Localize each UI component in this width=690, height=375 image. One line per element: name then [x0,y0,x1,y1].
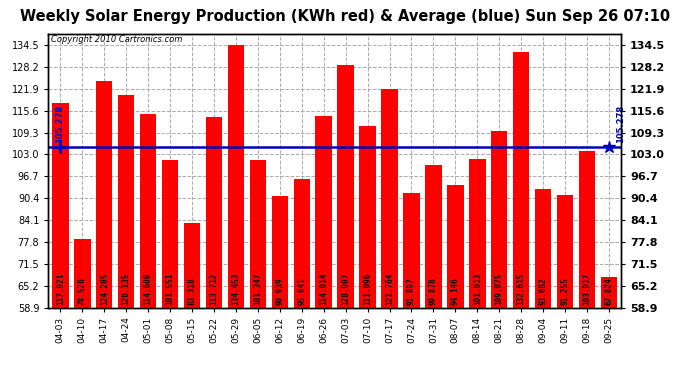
Text: 114.600: 114.600 [144,272,152,305]
Text: 95.841: 95.841 [297,277,306,305]
Text: 94.146: 94.146 [451,277,460,305]
Text: 101.613: 101.613 [473,272,482,305]
Text: 93.082: 93.082 [539,277,548,305]
Text: 124.205: 124.205 [100,272,109,305]
Bar [96,81,112,308]
Text: 83.318: 83.318 [188,277,197,305]
Bar [315,116,332,308]
Text: 120.135: 120.135 [121,272,130,305]
Bar [382,89,397,308]
Bar [337,64,354,308]
Text: Weekly Solar Energy Production (KWh red) & Average (blue) Sun Sep 26 07:10: Weekly Solar Energy Production (KWh red)… [20,9,670,24]
Text: 132.615: 132.615 [517,272,526,305]
Bar [491,130,507,308]
Bar [447,185,464,308]
Text: 78.526: 78.526 [78,277,87,305]
Text: 111.096: 111.096 [363,272,372,305]
Text: 90.939: 90.939 [275,277,284,305]
Bar [293,179,310,308]
Bar [52,103,68,308]
Text: 101.551: 101.551 [166,272,175,305]
Text: 113.712: 113.712 [210,272,219,305]
Bar [74,239,90,308]
Text: 103.917: 103.917 [582,272,591,305]
Bar [403,193,420,308]
Text: 67.824: 67.824 [604,277,613,305]
Text: 99.876: 99.876 [429,277,438,305]
Bar [140,114,157,308]
Bar [557,195,573,308]
Text: 109.875: 109.875 [495,272,504,305]
Bar [469,159,486,308]
Text: 128.907: 128.907 [341,272,350,305]
Bar [184,223,200,308]
Text: 117.921: 117.921 [56,272,65,305]
Bar [535,189,551,308]
Bar [359,126,376,308]
Text: 91.255: 91.255 [560,277,569,305]
Text: Copyright 2010 Cartronics.com: Copyright 2010 Cartronics.com [51,35,183,44]
Text: 121.764: 121.764 [385,272,394,305]
Bar [513,52,529,308]
Bar [272,196,288,308]
Bar [579,151,595,308]
Bar [228,45,244,308]
Text: 101.347: 101.347 [253,272,262,305]
Text: 134.453: 134.453 [231,272,240,305]
Bar [206,117,222,308]
Text: 105.278: 105.278 [616,105,626,143]
Text: 91.897: 91.897 [407,277,416,305]
Bar [162,159,178,308]
Bar [250,160,266,308]
Bar [601,276,617,308]
Bar [425,165,442,308]
Bar [118,95,135,308]
Text: 114.014: 114.014 [319,272,328,305]
Text: 105.278: 105.278 [55,105,63,143]
